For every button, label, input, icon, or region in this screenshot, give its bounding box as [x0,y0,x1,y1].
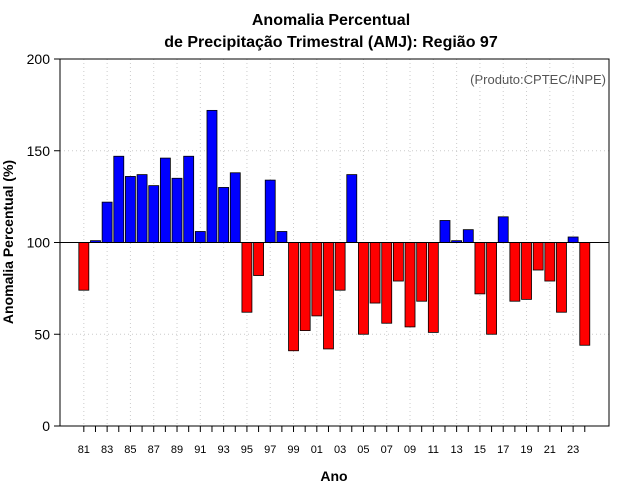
x-tick-label: 89 [171,444,183,456]
x-tick-label: 93 [218,444,230,456]
bar-2011 [427,242,439,333]
bar-2008 [392,242,404,282]
bar-1994 [229,172,241,243]
x-tick-label: 81 [78,444,90,456]
bar-2012 [439,220,451,243]
bar-1989 [171,177,183,243]
y-tick-label: 50 [34,326,50,342]
x-tick-label: 01 [311,444,323,456]
bar-2014 [462,229,474,243]
x-tick-label: 99 [287,444,299,456]
bar-1993 [218,187,230,243]
x-tick-label: 95 [241,444,253,456]
chart-title-line2: de Precipitação Trimestral (AMJ): Região… [164,34,498,51]
bar-1999 [288,242,299,352]
bar-1988 [159,157,171,243]
y-tick-label: 0 [42,418,50,434]
bar-2002 [323,242,334,350]
x-tick-label: 09 [404,444,416,456]
bar-2016 [486,242,497,335]
x-tick-label: 83 [101,444,113,456]
x-tick-label: 23 [567,444,579,456]
x-tick-label: 11 [428,444,439,456]
x-tick-label: 05 [357,444,369,456]
bar-2001 [311,242,323,317]
credit-text: (Produto:CPTEC/INPE) [470,72,606,87]
bar-2018 [509,242,521,302]
bar-1981 [78,242,90,291]
axes: 0 50 100 150 200 81 83 85 87 89 91 93 95 97 99 01 03 05 07… [27,51,610,456]
bar-2003 [334,242,346,291]
bar-2006 [369,242,381,304]
x-tick-label: 15 [474,444,486,456]
bar-2007 [381,242,393,324]
bar-1987 [148,185,160,243]
bar-2000 [299,242,311,331]
bar-2022 [556,242,567,313]
bar-2009 [404,242,416,328]
bar-1990 [183,155,195,243]
bar-2010 [416,242,428,302]
bar-2020 [532,242,544,271]
bar-1983 [101,201,113,243]
bar-2004 [346,174,358,243]
bar-2019 [521,242,532,300]
x-tick-label: 91 [194,444,206,456]
x-tick-label: 85 [124,444,136,456]
bar-1995 [241,242,253,313]
bar-1992 [206,109,218,243]
x-tick-label: 87 [148,444,160,456]
x-tick-label: 19 [520,444,532,456]
bar-1998 [276,231,288,243]
y-tick-label: 150 [27,143,51,159]
y-tick-label: 200 [27,51,51,67]
x-tick-label: 17 [497,444,509,456]
x-axis-label: Ano [320,468,347,484]
x-tick-label: 97 [264,444,276,456]
bar-1996 [253,242,264,276]
x-tick-label: 07 [381,444,393,456]
x-tick-label: 21 [544,444,556,456]
bar-2017 [497,216,509,243]
bar-1984 [113,155,125,243]
x-tick-label: 03 [334,444,346,456]
bar-2023 [567,236,579,243]
bars [78,109,591,352]
bar-2024 [579,242,591,346]
bar-2005 [358,242,369,335]
bar-1991 [194,231,206,243]
bar-2015 [474,242,486,295]
y-tick-label: 100 [27,235,51,251]
bar-1985 [125,176,136,243]
y-axis-label: Anomalia Percentual (%) [0,160,16,324]
bar-1997 [264,179,276,243]
bar-1986 [136,174,148,243]
chart-title-line1: Anomalia Percentual [252,12,410,29]
bar-2021 [544,242,556,282]
x-tick-label: 13 [451,444,463,456]
